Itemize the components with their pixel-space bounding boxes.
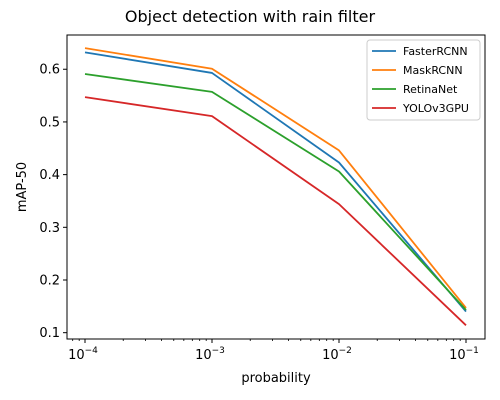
series-lines — [84, 47, 467, 326]
y-tick-label: 0.6 — [39, 63, 60, 78]
legend-entry: FasterRCNN — [403, 45, 468, 58]
legend-entry: YOLOv3GPU — [402, 102, 469, 115]
y-tick-label: 0.5 — [39, 115, 60, 130]
y-tick-label: 0.2 — [39, 273, 60, 288]
chart-title: Object detection with rain filter — [125, 7, 376, 26]
y-axis-label: mAP-50 — [15, 162, 30, 212]
x-tick-label: 10−3 — [195, 346, 225, 363]
axis-ticks: 0.1 0.2 0.3 0.4 0.5 0.6 10−4 10−3 10−2 10−1 — [39, 63, 479, 363]
x-tick-label: 10−4 — [68, 346, 98, 363]
legend-entry: MaskRCNN — [403, 64, 463, 77]
y-tick-label: 0.4 — [39, 168, 60, 183]
series-line-retinanet — [84, 73, 467, 311]
series-line-maskrcnn — [84, 47, 467, 309]
y-tick-label: 0.3 — [39, 221, 60, 236]
legend-box — [366, 39, 481, 121]
legend-entry: RetinaNet — [403, 83, 458, 96]
x-axis-label: probability — [241, 371, 311, 386]
y-tick-label: 0.1 — [39, 326, 60, 341]
legend: FasterRCNN MaskRCNN RetinaNet YOLOv3GPU — [366, 39, 481, 121]
series-line-fasterrcnn — [84, 51, 467, 313]
plot-area — [66, 34, 486, 340]
series-line-yolov3gpu — [84, 96, 467, 326]
x-tick-label: 10−2 — [322, 346, 352, 363]
x-tick-label: 10−1 — [449, 346, 479, 363]
